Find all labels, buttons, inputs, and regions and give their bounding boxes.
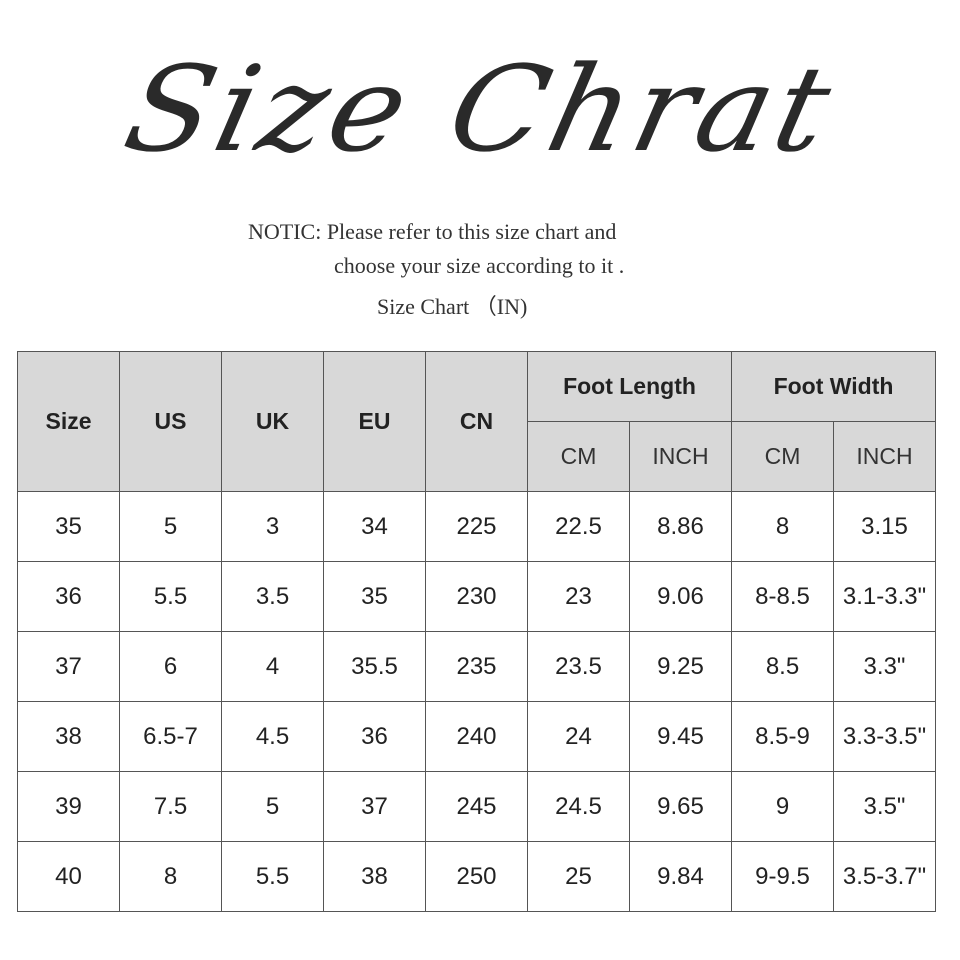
cell-length-cm: 23.5 (527, 631, 630, 702)
cell-length-inch: 9.45 (629, 701, 732, 772)
cell-us: 6 (119, 631, 222, 702)
cell-cn: 250 (425, 841, 528, 912)
cell-length-cm: 25 (527, 841, 630, 912)
header-us: US (119, 351, 222, 492)
cell-us: 6.5-7 (119, 701, 222, 772)
header-length-inch: INCH (629, 421, 732, 492)
cell-width-inch: 3.3-3.5" (833, 701, 936, 772)
cell-us: 5 (119, 491, 222, 562)
header-foot-length: Foot Length (527, 351, 732, 422)
cell-us: 5.5 (119, 561, 222, 632)
cell-uk: 4 (221, 631, 324, 702)
table-row: 37 6 4 35.5 235 23.5 9.25 8.5 3.3" (17, 631, 936, 702)
cell-us: 8 (119, 841, 222, 912)
cell-eu: 37 (323, 771, 426, 842)
cell-length-inch: 9.06 (629, 561, 732, 632)
table-row: 38 6.5-7 4.5 36 240 24 9.45 8.5-9 3.3-3.5" (17, 701, 936, 772)
cell-uk: 3 (221, 491, 324, 562)
page-title: Size Chrat (113, 40, 847, 178)
table-row: 35 5 3 34 225 22.5 8.86 8 3.15 (17, 491, 936, 562)
notice-line-1: NOTIC: Please refer to this size chart a… (248, 219, 617, 244)
cell-width-cm: 8-8.5 (731, 561, 834, 632)
cell-eu: 35.5 (323, 631, 426, 702)
header-width-cm: CM (731, 421, 834, 492)
cell-width-cm: 8 (731, 491, 834, 562)
header-length-cm: CM (527, 421, 630, 492)
cell-size: 36 (17, 561, 120, 632)
table-row: 40 8 5.5 38 250 25 9.84 9-9.5 3.5-3.7" (17, 841, 936, 912)
cell-length-cm: 24.5 (527, 771, 630, 842)
cell-eu: 35 (323, 561, 426, 632)
cell-uk: 4.5 (221, 701, 324, 772)
cell-us: 7.5 (119, 771, 222, 842)
size-chart-unit-label: Size Chart （IN) (377, 294, 528, 319)
header-foot-width: Foot Width (731, 351, 936, 422)
cell-width-cm: 9 (731, 771, 834, 842)
cell-length-cm: 24 (527, 701, 630, 772)
header-size: Size (17, 351, 120, 492)
size-table: Size US UK EU CN Foot Length Foot Width … (17, 351, 936, 912)
cell-eu: 36 (323, 701, 426, 772)
cell-cn: 245 (425, 771, 528, 842)
table-row: 36 5.5 3.5 35 230 23 9.06 8-8.5 3.1-3.3" (17, 561, 936, 632)
cell-size: 39 (17, 771, 120, 842)
header-uk: UK (221, 351, 324, 492)
cell-uk: 5 (221, 771, 324, 842)
cell-length-inch: 9.84 (629, 841, 732, 912)
table-row: 39 7.5 5 37 245 24.5 9.65 9 3.5" (17, 771, 936, 842)
cell-width-cm: 8.5 (731, 631, 834, 702)
cell-cn: 240 (425, 701, 528, 772)
cell-width-inch: 3.5-3.7" (833, 841, 936, 912)
cell-cn: 235 (425, 631, 528, 702)
cell-width-cm: 8.5-9 (731, 701, 834, 772)
header-eu: EU (323, 351, 426, 492)
cell-eu: 38 (323, 841, 426, 912)
cell-size: 37 (17, 631, 120, 702)
cell-length-inch: 9.25 (629, 631, 732, 702)
cell-width-inch: 3.1-3.3" (833, 561, 936, 632)
cell-width-inch: 3.3" (833, 631, 936, 702)
cell-uk: 3.5 (221, 561, 324, 632)
cell-size: 38 (17, 701, 120, 772)
header-cn: CN (425, 351, 528, 492)
cell-width-inch: 3.5" (833, 771, 936, 842)
header-width-inch: INCH (833, 421, 936, 492)
cell-cn: 225 (425, 491, 528, 562)
cell-cn: 230 (425, 561, 528, 632)
cell-width-inch: 3.15 (833, 491, 936, 562)
cell-eu: 34 (323, 491, 426, 562)
cell-width-cm: 9-9.5 (731, 841, 834, 912)
cell-size: 40 (17, 841, 120, 912)
cell-size: 35 (17, 491, 120, 562)
cell-length-inch: 9.65 (629, 771, 732, 842)
cell-length-inch: 8.86 (629, 491, 732, 562)
cell-length-cm: 23 (527, 561, 630, 632)
cell-length-cm: 22.5 (527, 491, 630, 562)
cell-uk: 5.5 (221, 841, 324, 912)
notice-line-2: choose your size according to it . (334, 253, 625, 278)
